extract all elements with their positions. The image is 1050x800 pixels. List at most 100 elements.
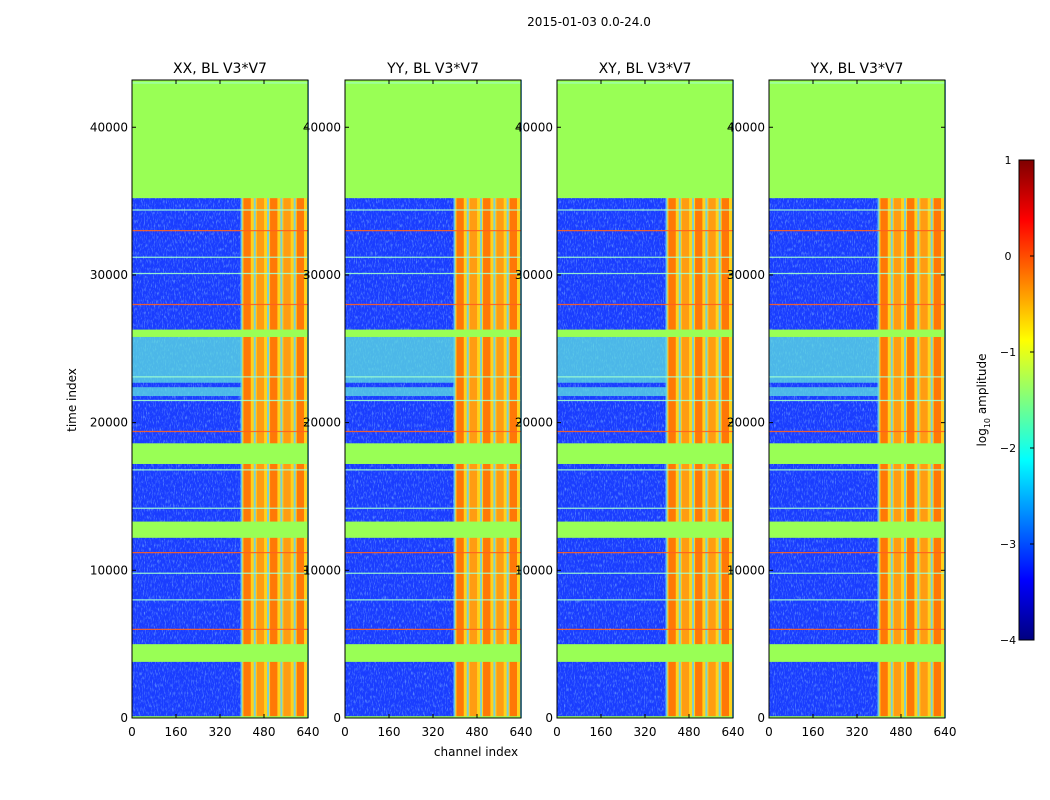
signal-gap [692,80,695,718]
panel-title: XX, BL V3*V7 [173,61,267,77]
flagged-band [345,521,521,538]
partial-band [345,336,455,383]
y-tick-label: 30000 [303,268,341,282]
partial-band [769,387,879,397]
y-tick-label: 40000 [303,120,341,134]
colorbar-label-base: 10 [983,418,992,428]
signal-stripe [907,80,915,718]
partial-band [132,336,242,383]
heatmap-panels: XX, BL V3*V7 0 160 320 480 640 0 10000 20000 3000… [90,61,957,739]
signal-stripe [933,80,942,718]
y-tick-label: 20000 [727,416,765,430]
colorbar-tick-label: −2 [1000,442,1016,455]
y-tick-label: 10000 [727,563,765,577]
flagged-band [557,521,733,538]
signal-gap [506,80,509,718]
panel-title: YY, BL V3*V7 [386,61,479,77]
flagged-band [132,644,308,662]
signal-gap [890,80,893,718]
x-tick-label: 160 [165,725,188,739]
colorbar-label: log10 amplitude [975,354,992,447]
x-axis-label: channel index [434,745,518,759]
signal-stripe [668,80,676,718]
signal-gap [280,80,283,718]
colorbar-tick-label: 1 [1005,154,1012,167]
partial-band [557,336,667,383]
flagged-band [345,329,521,337]
y-tick-label: 20000 [515,416,553,430]
colorbar-label-log: log [975,428,989,446]
signal-gap [453,80,456,718]
signal-gap [917,80,920,718]
x-tick-label: 480 [890,725,913,739]
x-tick-label: 320 [422,725,445,739]
x-tick-label: 320 [846,725,869,739]
flagged-band [132,80,308,199]
flagged-band [345,80,521,199]
x-tick-label: 160 [378,725,401,739]
flagged-band [557,329,733,337]
signal-gap [480,80,483,718]
x-tick-label: 480 [678,725,701,739]
signal-stripe [920,80,928,718]
signal-gap [877,80,880,718]
signal-stripe [880,80,888,718]
x-tick-label: 0 [341,725,349,739]
signal-stripe [721,80,730,718]
flagged-band [769,644,945,662]
x-tick-label: 480 [253,725,276,739]
colorbar-tick-label: 0 [1005,250,1012,263]
colorbar-gradient [1018,159,1035,641]
y-tick-label: 0 [120,711,128,725]
signal-gap [493,80,496,718]
y-tick-label: 10000 [303,563,341,577]
y-tick-label: 20000 [303,416,341,430]
signal-stripe [483,80,491,718]
flagged-band [345,644,521,662]
figure-suptitle: 2015-01-03 0.0-24.0 [527,15,651,29]
x-tick-label: 640 [510,725,533,739]
x-tick-label: 0 [765,725,773,739]
flagged-band [769,329,945,337]
signal-stripe [469,80,478,718]
signal-gap [267,80,270,718]
colorbar: 10−1−2−3−4 log10 amplitude [975,154,1035,647]
y-tick-label: 30000 [90,268,128,282]
flagged-band [132,443,308,464]
signal-stripe [243,80,251,718]
signal-stripe [695,80,703,718]
x-tick-label: 320 [209,725,232,739]
signal-stripe [256,80,265,718]
signal-stripe [283,80,291,718]
heatmap-panel: YX, BL V3*V7 0 160 320 480 640 0 10000 20000 3000… [727,61,957,739]
heatmap-panel: YY, BL V3*V7 0 160 320 480 640 0 10000 20000 3000… [303,61,533,739]
signal-stripe [296,80,305,718]
flagged-band [132,329,308,337]
signal-stripe [893,80,902,718]
y-tick-label: 0 [333,711,341,725]
flagged-band [769,80,945,199]
signal-gap [466,80,469,718]
signal-gap [678,80,681,718]
y-tick-label: 40000 [90,120,128,134]
signal-stripe [509,80,518,718]
y-tick-label: 10000 [90,563,128,577]
signal-gap [718,80,721,718]
panel-title: XY, BL V3*V7 [599,61,692,77]
flagged-band [345,443,521,464]
colorbar-tick-label: −1 [1000,346,1016,359]
flagged-band [557,443,733,464]
x-tick-label: 0 [128,725,136,739]
colorbar-tick-label: −3 [1000,538,1016,551]
y-tick-label: 20000 [90,416,128,430]
signal-stripe [270,80,278,718]
x-tick-label: 640 [297,725,320,739]
signal-stripe [681,80,690,718]
x-tick-label: 480 [466,725,489,739]
colorbar-label-amplitude: amplitude [975,354,989,418]
signal-gap [930,80,933,718]
signal-stripe [496,80,504,718]
flagged-band [557,644,733,662]
flagged-band [557,80,733,199]
x-tick-label: 160 [802,725,825,739]
